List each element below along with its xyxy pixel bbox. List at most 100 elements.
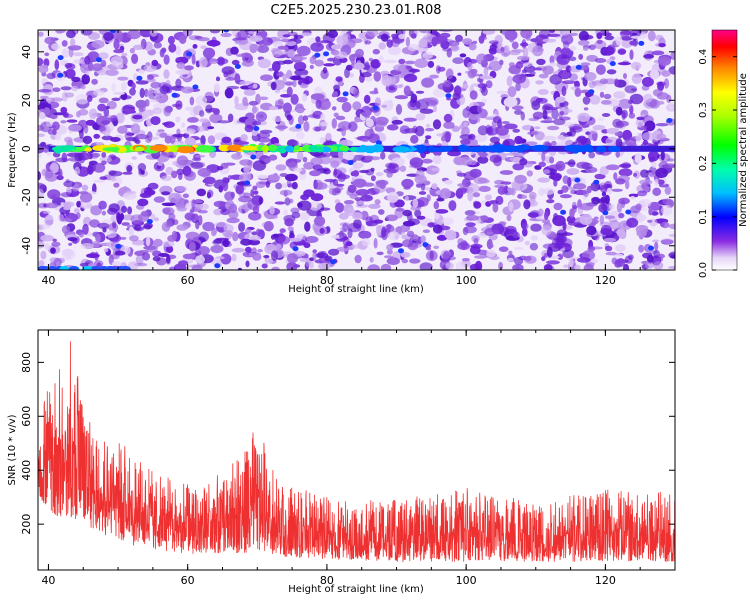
heatmap-cell bbox=[75, 212, 81, 220]
heatmap-cell bbox=[153, 41, 162, 49]
colorbar-label: Normalized spectral amplitude bbox=[738, 73, 749, 227]
heatmap-cell bbox=[385, 214, 398, 222]
heatmap-cell bbox=[110, 137, 121, 142]
heatmap-cell bbox=[583, 263, 594, 270]
heatmap-cell bbox=[111, 97, 121, 102]
heatmap-cell bbox=[71, 85, 79, 92]
snr-xtick-label: 60 bbox=[181, 574, 195, 587]
heatmap-cell bbox=[352, 162, 364, 169]
heatmap-cell bbox=[543, 169, 551, 174]
heatmap-ridge-cell bbox=[169, 145, 179, 152]
heatmap-cell bbox=[635, 203, 642, 211]
heatmap-cell bbox=[303, 242, 311, 249]
heatmap-cell bbox=[175, 45, 181, 56]
heatmap-cell bbox=[239, 159, 253, 166]
heatmap-cell bbox=[657, 100, 665, 105]
heatmap-cell bbox=[319, 40, 331, 44]
heatmap-cell bbox=[477, 156, 489, 164]
heatmap-cell bbox=[287, 183, 297, 188]
heatmap-cell bbox=[591, 196, 601, 205]
heatmap-cell bbox=[309, 56, 317, 65]
heatmap-cell bbox=[328, 248, 340, 256]
heatmap-ridge-cell bbox=[467, 146, 485, 153]
heatmap-cell bbox=[38, 260, 45, 267]
heatmap-cell bbox=[542, 38, 557, 43]
heatmap-cell bbox=[522, 227, 528, 237]
heatmap-cell bbox=[287, 253, 298, 264]
heatmap-cell bbox=[519, 158, 528, 166]
heatmap-cell bbox=[542, 187, 555, 195]
heatmap-cell bbox=[310, 193, 324, 202]
snr-xtick-label: 100 bbox=[456, 574, 477, 587]
heatmap-cell bbox=[172, 219, 179, 226]
heatmap-cell bbox=[265, 180, 270, 188]
heatmap-cell bbox=[184, 212, 196, 221]
heatmap-cell bbox=[132, 44, 144, 50]
heatmap-cell-strong bbox=[323, 51, 330, 57]
heatmap-cell bbox=[42, 210, 51, 214]
heatmap-cell bbox=[195, 219, 200, 230]
heatmap-cell bbox=[393, 84, 403, 89]
heatmap-cell-strong bbox=[250, 154, 257, 160]
heatmap-cell bbox=[184, 170, 197, 181]
heatmap-cell bbox=[552, 215, 566, 227]
heatmap-cell bbox=[314, 86, 323, 95]
heatmap-cell bbox=[611, 257, 618, 265]
figure-title: C2E5.2025.230.23.01.R08 bbox=[270, 3, 441, 18]
heatmap-cell bbox=[577, 40, 590, 46]
heatmap-cell-strong bbox=[253, 126, 260, 131]
heatmap-cell bbox=[374, 199, 381, 205]
heatmap-cell bbox=[247, 199, 261, 211]
heatmap-cell bbox=[427, 60, 435, 68]
heatmap-cell bbox=[38, 240, 45, 249]
heatmap-cell bbox=[670, 51, 675, 60]
heatmap-cell bbox=[369, 257, 374, 263]
heatmap-ridge-cell bbox=[102, 147, 120, 152]
heatmap-cell bbox=[171, 103, 182, 108]
heatmap-cell bbox=[53, 257, 62, 267]
heatmap-cell bbox=[274, 50, 288, 55]
heatmap-cell bbox=[295, 107, 305, 113]
heatmap-cell bbox=[218, 185, 224, 193]
heatmap-cell bbox=[122, 171, 133, 175]
heatmap-cell bbox=[530, 223, 542, 232]
heatmap-cell bbox=[592, 124, 606, 131]
heatmap-cell bbox=[369, 90, 379, 95]
heatmap-cell bbox=[433, 105, 437, 113]
heatmap-cell bbox=[616, 201, 623, 213]
heatmap-cell bbox=[168, 266, 176, 270]
heatmap-cell bbox=[459, 53, 467, 58]
heatmap-ridge-cell bbox=[226, 144, 244, 152]
heatmap-cell bbox=[418, 191, 427, 195]
heatmap-cell bbox=[261, 263, 268, 269]
heatmap-cell bbox=[647, 30, 656, 42]
heatmap-cell bbox=[469, 263, 481, 270]
heatmap-cell bbox=[407, 43, 419, 52]
heatmap-cell bbox=[279, 189, 293, 196]
heatmap-cell bbox=[287, 226, 294, 232]
heatmap-cell bbox=[606, 187, 612, 195]
heatmap-cell bbox=[101, 210, 107, 216]
heatmap-cell bbox=[594, 58, 607, 63]
heatmap-cell bbox=[337, 121, 352, 131]
heatmap-cell bbox=[40, 234, 54, 242]
heatmap-cell bbox=[97, 222, 110, 229]
colorbar-gradient bbox=[711, 29, 738, 271]
heatmap-cell bbox=[80, 243, 94, 249]
heatmap-cell bbox=[238, 195, 252, 203]
heatmap-cell bbox=[415, 183, 423, 188]
heatmap-cell bbox=[594, 173, 606, 180]
heatmap-cell bbox=[542, 243, 555, 249]
heatmap-cell bbox=[583, 107, 589, 111]
heatmap-cell bbox=[634, 153, 642, 164]
heatmap-cell bbox=[601, 113, 611, 117]
heatmap-cell bbox=[507, 86, 517, 98]
heatmap-cell bbox=[38, 152, 43, 158]
heatmap-cell bbox=[415, 90, 425, 94]
spectrogram-ytick-label: -20 bbox=[20, 188, 33, 206]
heatmap-cell bbox=[455, 34, 463, 43]
heatmap-cell bbox=[364, 61, 370, 69]
heatmap-cell bbox=[547, 125, 560, 131]
heatmap-cell bbox=[310, 157, 324, 166]
heatmap-cell bbox=[425, 135, 432, 140]
